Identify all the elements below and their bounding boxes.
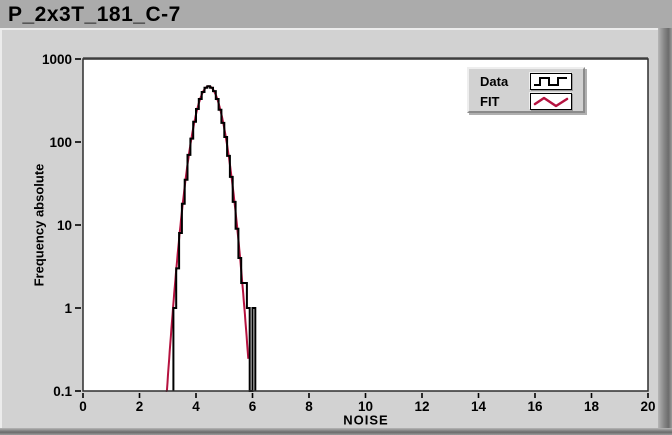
window-border-bottom <box>0 428 672 435</box>
square-wave-icon <box>534 76 567 86</box>
graph-title: P_2x3T_181_C-7 <box>8 3 181 26</box>
plot-area[interactable] <box>83 59 648 391</box>
x-tick-label: 10 <box>358 399 373 414</box>
legend-row-data: Data <box>480 71 579 91</box>
legend-row-fit: FIT <box>480 91 579 111</box>
histogram-outline <box>172 85 257 392</box>
x-tick-label: 14 <box>471 399 487 414</box>
window-border-right <box>658 28 672 435</box>
zigzag-icon <box>533 96 569 107</box>
legend-data-chip[interactable] <box>530 72 572 90</box>
plot-legend: Data FIT <box>467 67 585 113</box>
x-tick-label: 16 <box>527 399 543 414</box>
legend-fit-chip[interactable] <box>530 92 572 110</box>
plot-frame <box>82 58 649 392</box>
y-tick-label: 100 <box>49 135 72 150</box>
x-axis-title: NOISE <box>343 412 389 428</box>
y-tick-label: 1000 <box>42 52 72 67</box>
legend-label-fit: FIT <box>480 93 500 109</box>
y-tick-label: 1 <box>64 301 72 316</box>
graph-titlebar: P_2x3T_181_C-7 <box>0 0 672 28</box>
x-tick-label: 18 <box>584 399 600 414</box>
x-tick-label: 20 <box>640 399 655 414</box>
legend-label-data: Data <box>480 73 509 89</box>
y-tick-label: 10 <box>57 218 72 233</box>
x-tick-label: 2 <box>136 399 144 414</box>
x-tick-label: 6 <box>249 399 257 414</box>
y-axis-title: Frequency absolute <box>31 163 47 287</box>
x-tick-label: 0 <box>79 399 87 414</box>
y-tick-label: 0.1 <box>53 384 72 399</box>
x-tick-label: 4 <box>192 399 200 414</box>
x-tick-label: 12 <box>414 399 429 414</box>
x-tick-label: 8 <box>305 399 313 414</box>
